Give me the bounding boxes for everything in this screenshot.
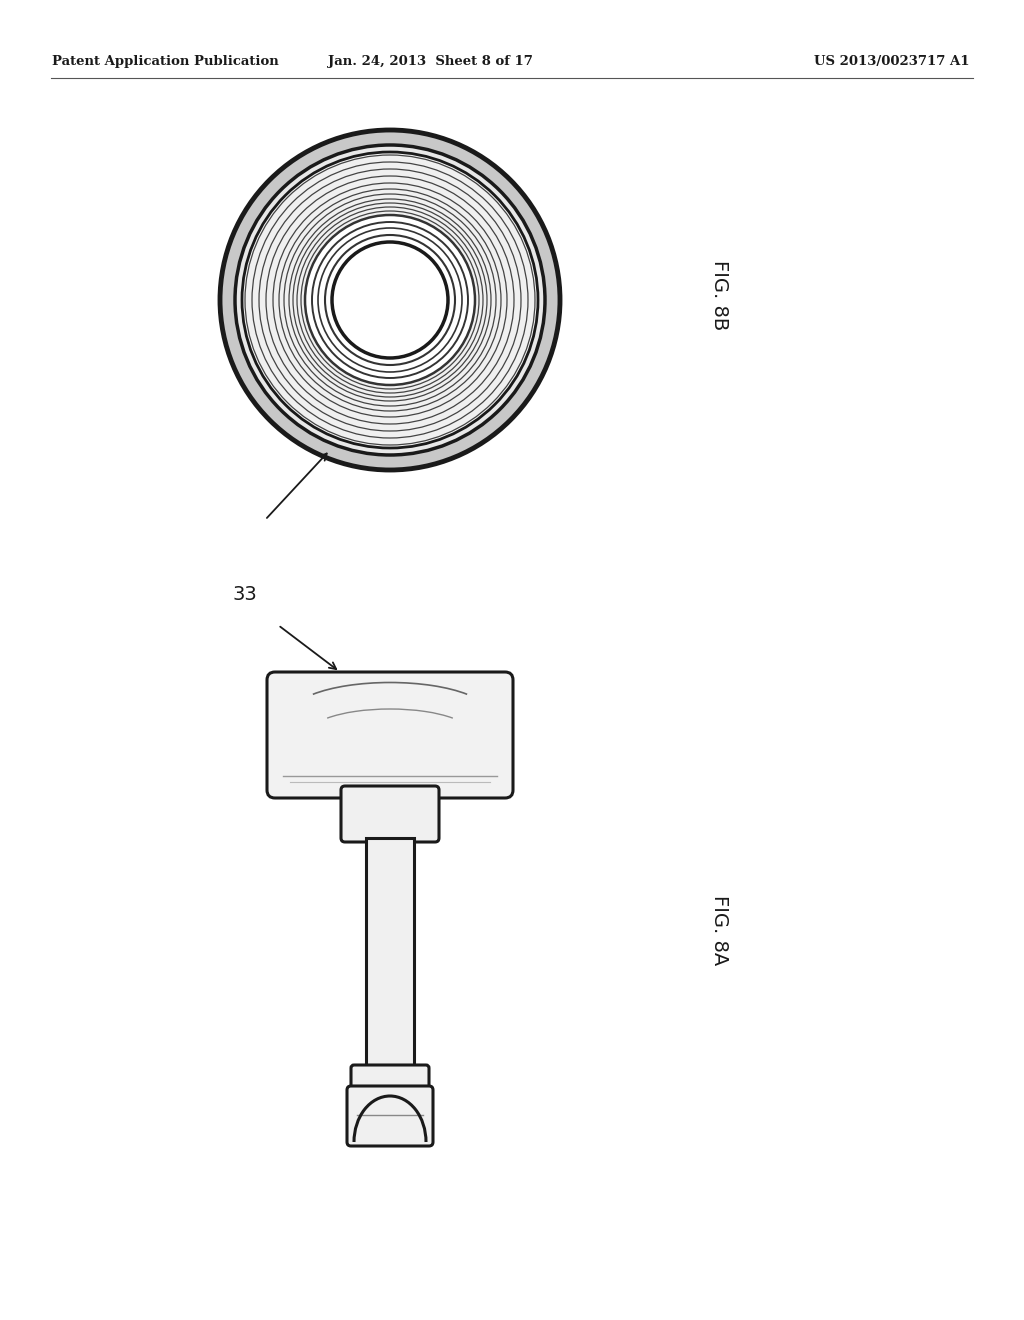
FancyBboxPatch shape xyxy=(347,1086,433,1146)
Circle shape xyxy=(305,215,475,385)
Circle shape xyxy=(332,242,449,358)
Text: Jan. 24, 2013  Sheet 8 of 17: Jan. 24, 2013 Sheet 8 of 17 xyxy=(328,55,532,69)
Circle shape xyxy=(242,152,538,447)
Text: FIG. 8A: FIG. 8A xyxy=(711,895,729,965)
Text: US 2013/0023717 A1: US 2013/0023717 A1 xyxy=(814,55,970,69)
Text: 33: 33 xyxy=(232,586,257,605)
Bar xyxy=(366,838,414,1068)
Circle shape xyxy=(220,129,560,470)
Text: FIG. 8B: FIG. 8B xyxy=(711,260,729,330)
FancyBboxPatch shape xyxy=(351,1065,429,1093)
Circle shape xyxy=(234,145,545,455)
Circle shape xyxy=(245,154,535,445)
FancyBboxPatch shape xyxy=(267,672,513,799)
FancyBboxPatch shape xyxy=(341,785,439,842)
Text: Patent Application Publication: Patent Application Publication xyxy=(52,55,279,69)
